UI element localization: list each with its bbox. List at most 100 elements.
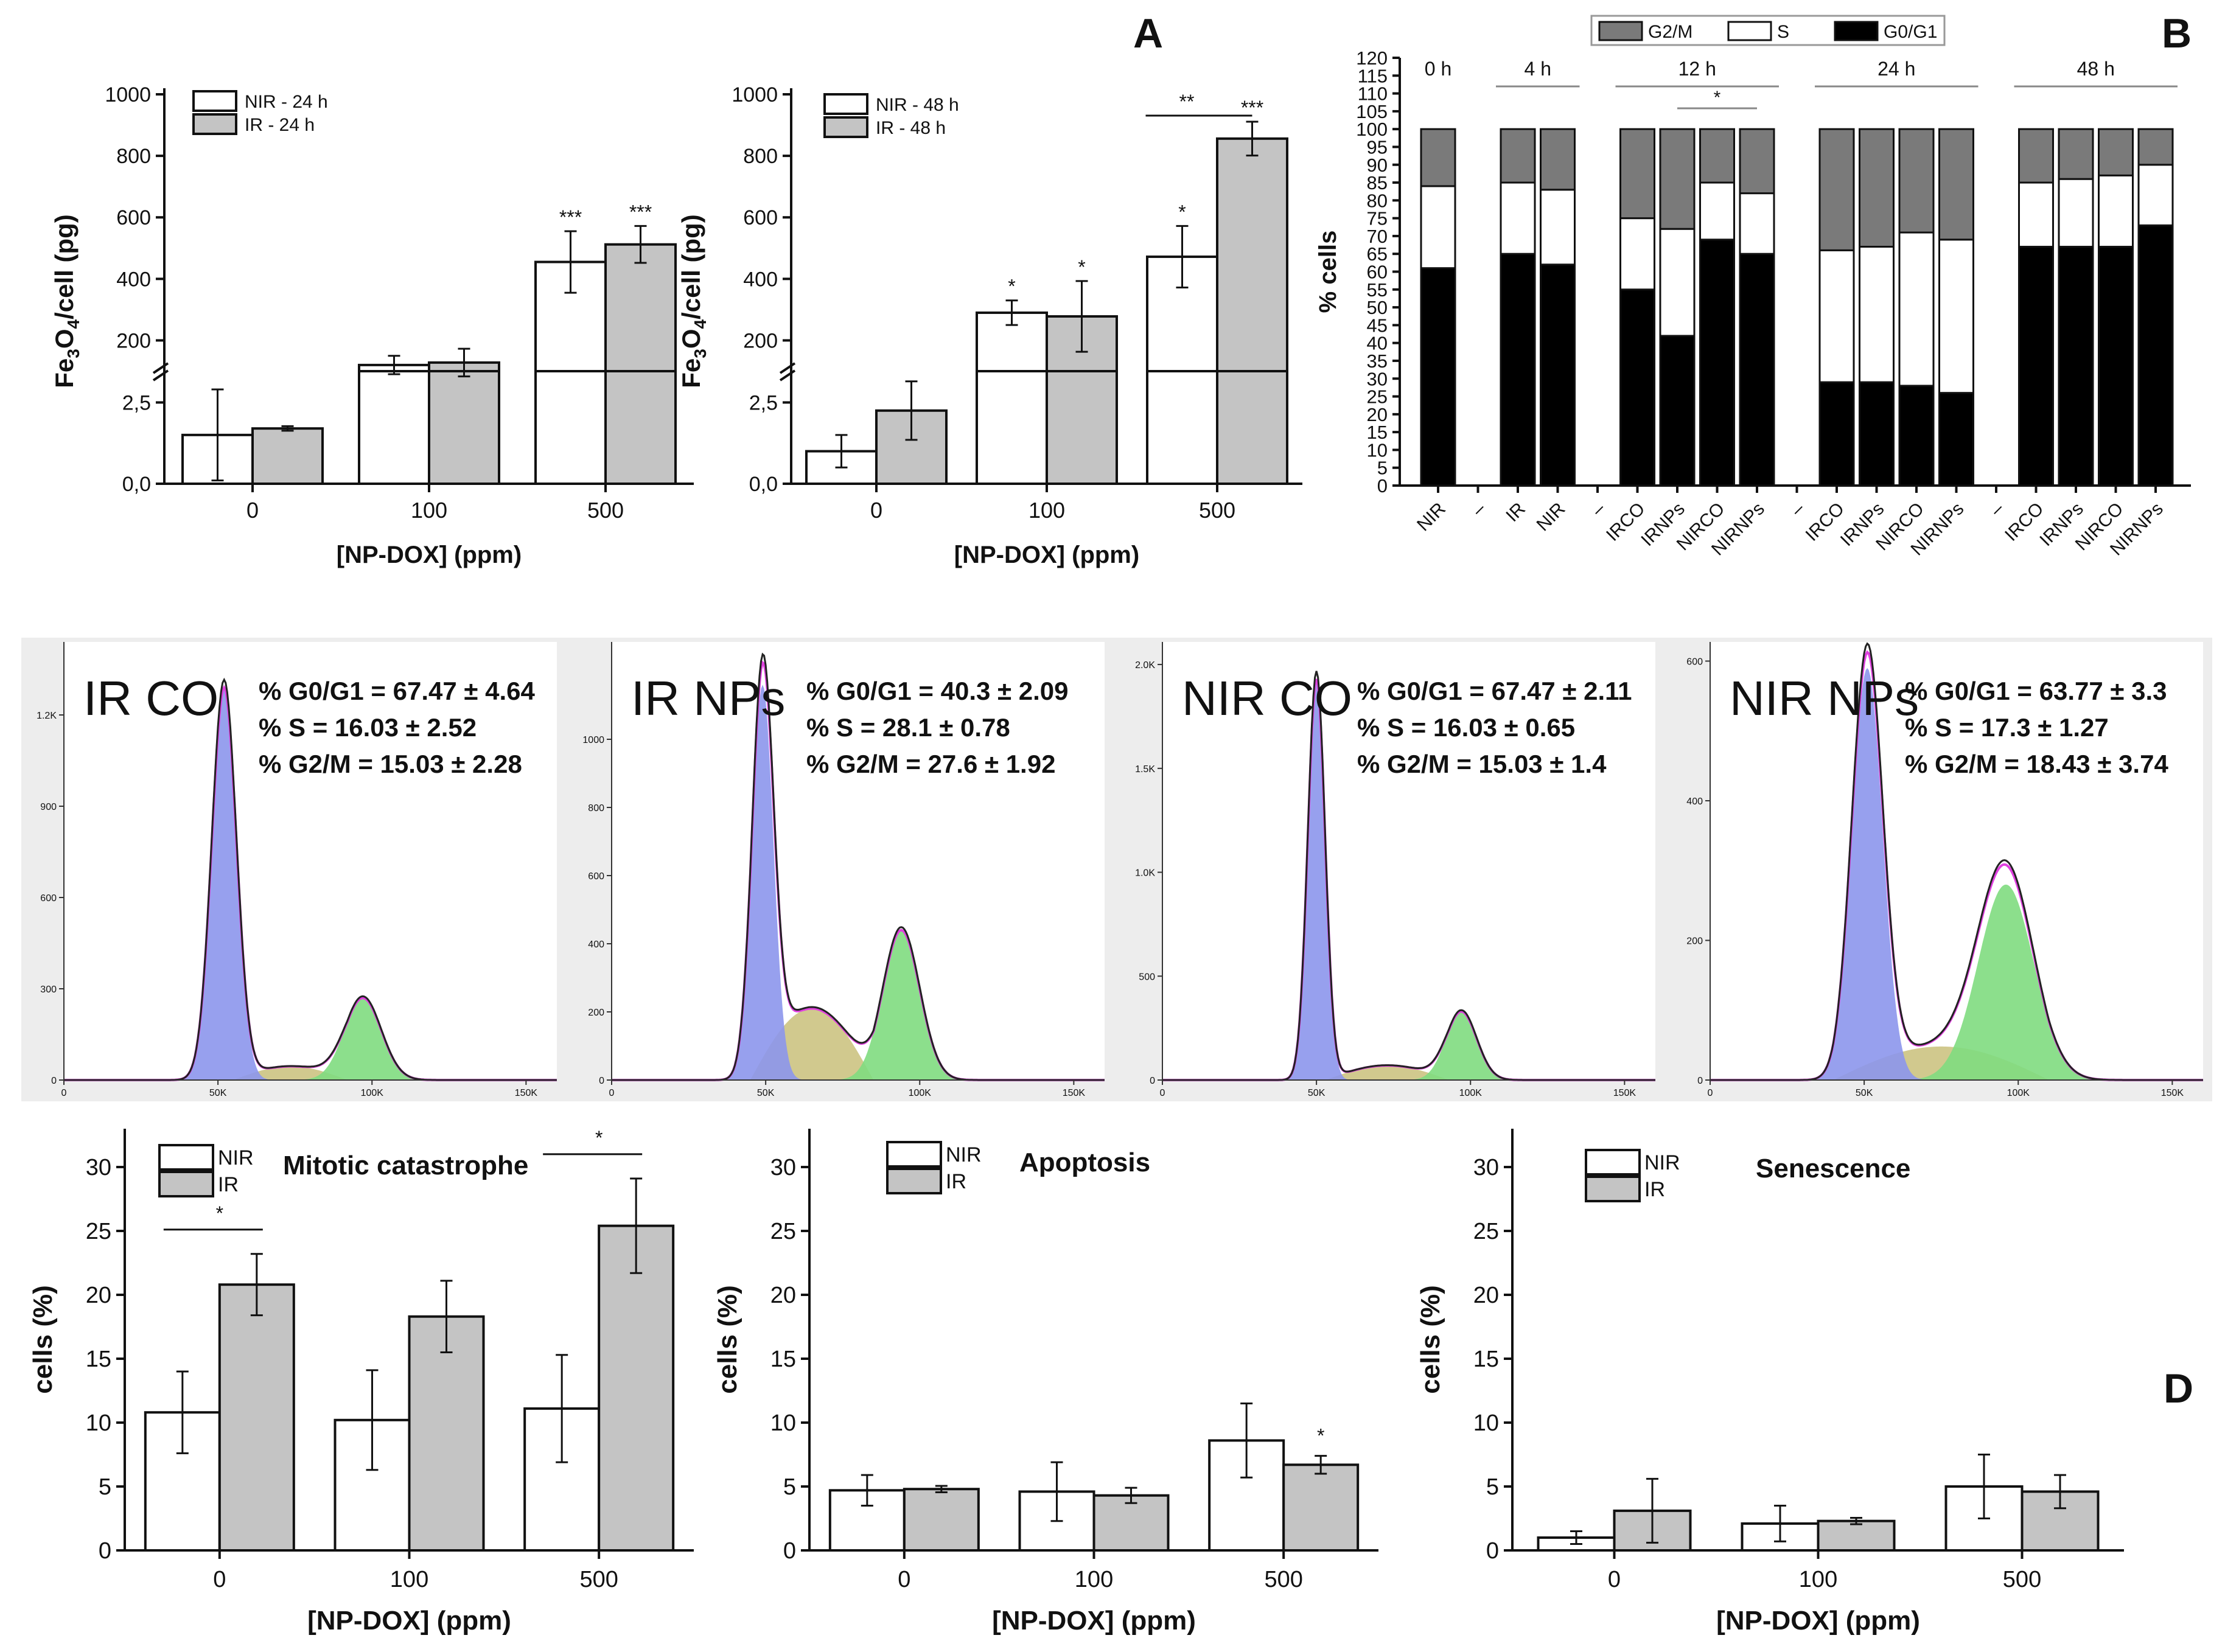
significance-star: * — [1317, 1425, 1324, 1447]
stacked-segment-g2m — [1818, 128, 1855, 251]
group-label: 4 h — [1525, 58, 1551, 80]
y-axis-label-subscript: 4 — [691, 319, 710, 329]
histogram-x-tick-label: 150K — [2161, 1088, 2184, 1098]
y-tick-label: 65 — [1367, 243, 1388, 265]
histogram-y-tick-label: 1000 — [582, 735, 604, 745]
y-tick-label: 10 — [1367, 439, 1388, 461]
legend-label: G2/M — [1648, 22, 1692, 42]
chart-title: Mitotic catastrophe — [283, 1151, 528, 1180]
histogram-y-tick-label: 200 — [588, 1008, 604, 1018]
stacked-segment-s — [2058, 178, 2094, 248]
stacked-segment-g2m — [2018, 128, 2054, 184]
y-axis-label-part: O — [50, 329, 79, 349]
histogram-y-tick-label: 900 — [40, 802, 57, 812]
histogram-y-tick-label: 400 — [588, 939, 604, 950]
significance-star: * — [595, 1127, 603, 1149]
significance-star: * — [1178, 201, 1186, 223]
y-tick-label: 0 — [783, 1538, 796, 1564]
stacked-segment-g0g1 — [1938, 392, 1974, 487]
significance-star: * — [216, 1202, 223, 1224]
histogram-x-tick-label: 150K — [1063, 1088, 1086, 1098]
histogram-stat: % S = 28.1 ± 0.78 — [806, 713, 1010, 742]
y-tick-label: 30 — [1367, 368, 1388, 389]
histogram-title: IR NPs — [631, 671, 785, 725]
histogram-y-tick-label: 300 — [40, 985, 57, 995]
y-tick-label: 2,5 — [122, 391, 151, 414]
histogram-y-tick-label: 500 — [1139, 972, 1155, 982]
y-tick-label: 115 — [1358, 65, 1388, 86]
y-tick-label: 400 — [116, 268, 151, 291]
stacked-segment-g0g1 — [1859, 381, 1895, 487]
legend-swatch — [886, 1168, 942, 1194]
chart-d2-apoptosis: 0 5 10 15 20 25 30 0 100 500 * NIR IR Apoptosis [NP-DO… — [713, 1129, 1378, 1636]
y-tick-label: 15 — [770, 1347, 796, 1372]
histogram-stat: % G0/G1 = 63.77 ± 3.3 — [1905, 677, 2167, 705]
stacked-segment-g2m — [1859, 128, 1895, 248]
histogram-stat: % S = 17.3 ± 1.27 — [1905, 713, 2109, 742]
y-tick-label: 70 — [1367, 226, 1388, 247]
legend-swatch — [158, 1144, 214, 1171]
y-tick-label: 25 — [1367, 386, 1388, 408]
x-tick-label: 100 — [411, 498, 447, 523]
y-tick-label: 0 — [1486, 1538, 1499, 1564]
histogram-y-tick-label: 0 — [51, 1076, 57, 1086]
y-tick-label: 90 — [1367, 155, 1388, 176]
histogram-y-tick-label: 2.0K — [1135, 660, 1155, 671]
y-axis-label-part: /cell (pg) — [677, 214, 705, 319]
stacked-segment-g0g1 — [1619, 288, 1655, 487]
histogram-title: NIR CO — [1182, 671, 1352, 725]
histogram-plot-area — [612, 642, 1105, 1080]
histogram-y-tick-label: 1.5K — [1135, 764, 1155, 775]
bar — [218, 1283, 295, 1552]
significance-star: * — [1008, 276, 1015, 298]
stacked-segment-g2m — [2098, 128, 2134, 176]
legend-label: NIR — [946, 1143, 982, 1166]
x-tick-label: 500 — [1199, 498, 1235, 523]
legend-swatch — [1834, 21, 1879, 41]
y-tick-label: 35 — [1367, 350, 1388, 372]
x-tick-label: 100 — [1075, 1567, 1113, 1592]
bar-lower-segment — [976, 369, 1048, 485]
stacked-segment-s — [1540, 189, 1576, 266]
stacked-segment-g2m — [1898, 128, 1935, 234]
stacked-segment-s — [1500, 181, 1536, 255]
histogram-y-tick-label: 0 — [1697, 1076, 1703, 1086]
histogram-stat: % G0/G1 = 67.47 ± 2.11 — [1357, 677, 1632, 705]
stacked-segment-s — [1938, 239, 1974, 394]
chart-d3-senescence: 0 5 10 15 20 25 30 0 100 500 NIR IR Senescence [NP-DO… — [1416, 1129, 2124, 1636]
y-tick-label: 110 — [1358, 83, 1388, 105]
chart-b-cell-cycle: 0510152025303540455055606570758085909510… — [1315, 15, 2191, 560]
histogram-y-tick-label: 0 — [1150, 1076, 1155, 1086]
histogram-stat: % S = 16.03 ± 0.65 — [1357, 713, 1575, 742]
group-label: 48 h — [2077, 58, 2115, 80]
axis-break-mark — [152, 362, 169, 374]
x-tick-label: 100 — [1799, 1567, 1837, 1592]
bar — [251, 427, 324, 486]
legend-label: IR - 48 h — [876, 118, 946, 138]
legend-label: IR — [946, 1170, 966, 1193]
histogram-s-phase — [612, 1008, 1105, 1080]
histogram-y-tick-label: 800 — [588, 803, 604, 814]
bar — [1282, 1463, 1360, 1552]
stacked-segment-g0g1 — [1898, 385, 1935, 487]
y-tick-label: 1000 — [732, 83, 778, 106]
legend-swatch — [823, 93, 868, 115]
legend-swatch — [1727, 21, 1772, 41]
stacked-segment-g2m — [1500, 128, 1536, 184]
x-tick-label: 0 — [246, 498, 259, 523]
x-tick-label: 500 — [579, 1567, 618, 1592]
y-axis-label: cells (%) — [1416, 1285, 1445, 1394]
y-tick-label: 75 — [1367, 208, 1388, 229]
bar-lower-segment — [604, 369, 677, 485]
legend-label: IR — [1644, 1178, 1665, 1201]
histogram-plot-area — [64, 642, 557, 1080]
y-tick-label: 1000 — [105, 83, 151, 106]
legend-swatch — [1585, 1149, 1641, 1176]
stacked-segment-s — [1619, 217, 1655, 291]
histogram-s-phase — [64, 1066, 557, 1080]
y-axis-label-part: /cell (pg) — [50, 214, 79, 319]
x-tick-label: NIR — [1533, 499, 1570, 535]
chart-d1-mitotic-catastrophe: 0 5 10 15 20 25 30 0 * 100 500 * NIR IR Mitotic catast… — [28, 1127, 694, 1636]
x-tick-label: 500 — [2003, 1567, 2041, 1592]
